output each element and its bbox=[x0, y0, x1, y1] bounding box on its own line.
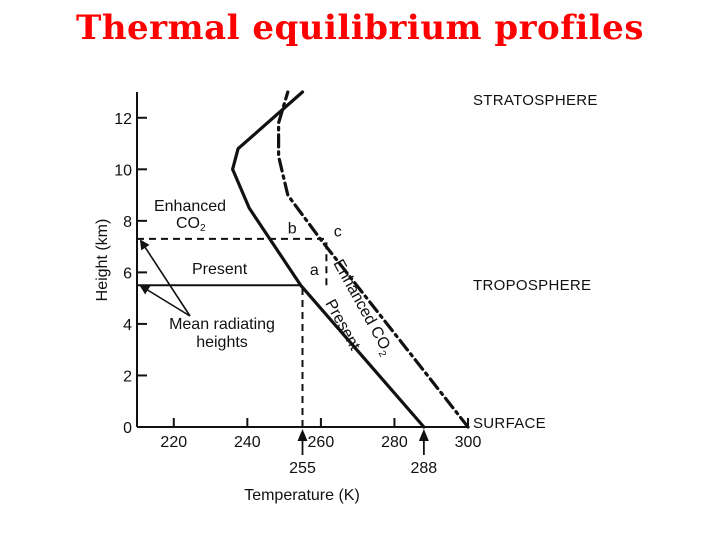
arrow-to-present-height bbox=[139, 284, 191, 317]
region-surface: SURFACE bbox=[473, 415, 546, 432]
region-troposphere: TROPOSPHERE bbox=[473, 277, 591, 294]
temperature-arrow-markers: 255 288 bbox=[289, 429, 437, 477]
profile-series bbox=[231, 90, 470, 429]
x-tick-label: 240 bbox=[234, 434, 261, 451]
series-line-present bbox=[231, 90, 426, 429]
x-axis-label: Temperature (K) bbox=[244, 487, 360, 504]
y-tick-label: 12 bbox=[114, 111, 132, 128]
temperature-arrow-label: 255 bbox=[289, 460, 316, 477]
temperature-arrow-head bbox=[297, 429, 308, 441]
x-tick-label: 260 bbox=[308, 434, 335, 451]
y-axis-label: Height (km) bbox=[94, 219, 111, 302]
region-stratosphere: STRATOSPHERE bbox=[473, 92, 598, 109]
y-tick-label: 6 bbox=[123, 265, 132, 282]
point-label-b: b bbox=[288, 221, 297, 238]
x-tick-label: 220 bbox=[160, 434, 187, 451]
x-ticks: 220 240 260 280 300 bbox=[160, 418, 481, 451]
enhanced-co2-annotation: Enhanced bbox=[154, 198, 226, 215]
slide-title: Thermal equilibrium profiles bbox=[76, 8, 644, 48]
point-label-a: a bbox=[310, 262, 319, 279]
mean-radiating-annotation: Mean radiating bbox=[169, 316, 275, 333]
y-tick-label: 10 bbox=[114, 162, 132, 179]
point-labels: a b c bbox=[288, 221, 342, 279]
y-tick-label: 4 bbox=[123, 317, 132, 334]
x-tick-label: 300 bbox=[455, 434, 482, 451]
arrow-to-enhanced-height bbox=[139, 239, 191, 317]
series-line-enhanced-co2 bbox=[277, 90, 470, 429]
temperature-arrow-label: 288 bbox=[411, 460, 438, 477]
point-label-c: c bbox=[334, 223, 342, 240]
y-tick-label: 8 bbox=[123, 214, 132, 231]
y-ticks: 0 2 4 6 8 10 12 bbox=[114, 111, 147, 437]
mean-radiating-annotation-2: heights bbox=[196, 334, 248, 351]
y-tick-label: 0 bbox=[123, 420, 132, 437]
y-tick-label: 2 bbox=[123, 368, 132, 385]
enhanced-co2-annotation-2: CO2 bbox=[176, 215, 206, 234]
x-tick-label: 280 bbox=[381, 434, 408, 451]
temperature-arrow-head bbox=[418, 429, 429, 441]
present-annotation: Present bbox=[192, 261, 248, 278]
